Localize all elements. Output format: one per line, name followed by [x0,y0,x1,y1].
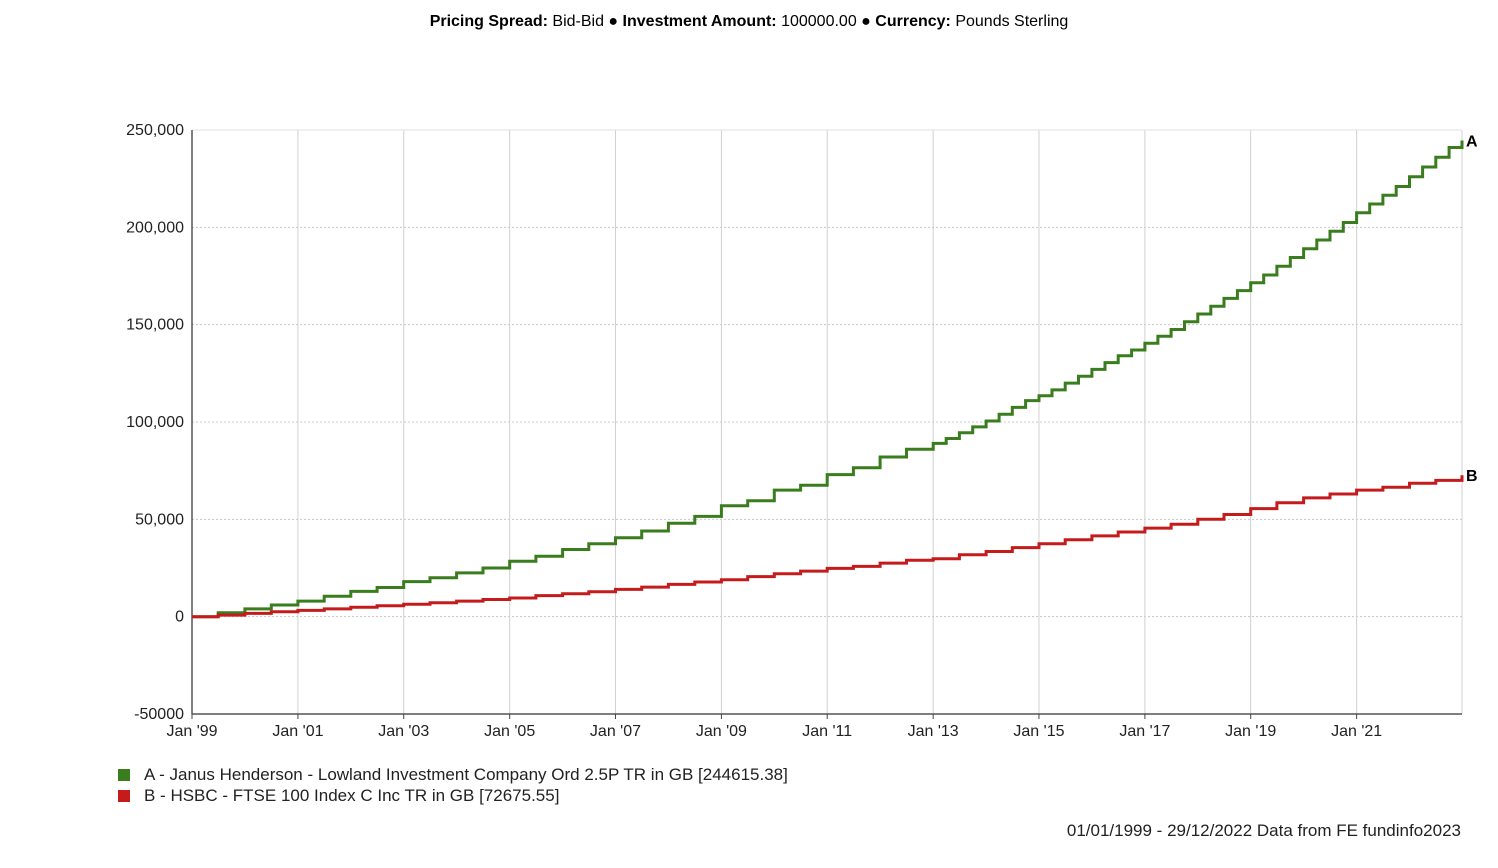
x-tick-label: Jan '17 [1119,723,1170,740]
y-tick-label: 150,000 [126,317,184,334]
x-tick-label: Jan '99 [166,723,217,740]
investment-amount-value: 100000.00 [781,13,857,30]
pricing-spread-label: Pricing Spread: [429,13,548,30]
legend-item-a: A - Janus Henderson - Lowland Investment… [118,764,788,785]
x-tick-label: Jan '11 [802,723,852,740]
series-end-label-a: A [1466,133,1478,150]
y-tick-label: 50,000 [135,511,184,528]
x-tick-label: Jan '21 [1331,723,1382,740]
grid-lines [192,129,1463,714]
header-separator: ● [608,13,619,30]
x-tick-label: Jan '03 [378,723,429,740]
x-tick-label: Jan '07 [590,723,641,740]
x-tick-label: Jan '01 [272,723,323,740]
y-tick-label: -50000 [134,706,184,723]
y-tick-label: 200,000 [126,219,184,236]
series-end-labels: AB [1466,133,1478,485]
y-tick-label: 0 [175,609,184,626]
y-tick-label: 100,000 [126,414,184,431]
x-tick-label: Jan '09 [696,723,747,740]
pricing-spread-value: Bid-Bid [552,13,604,30]
chart-legend: A - Janus Henderson - Lowland Investment… [118,764,788,806]
currency-value: Pounds Sterling [955,13,1069,30]
series-lines [192,140,1464,619]
chart-header: Pricing Spread: Bid-Bid ● Investment Amo… [0,13,1498,31]
series-line-a [192,140,1464,619]
investment-amount-label: Investment Amount: [622,13,777,30]
legend-label-b: B - HSBC - FTSE 100 Index C Inc TR in GB… [144,786,560,805]
x-tick-label: Jan '19 [1225,723,1276,740]
x-tick-label: Jan '05 [484,723,535,740]
header-separator: ● [861,13,871,30]
x-tick-label: Jan '15 [1013,723,1064,740]
legend-item-b: B - HSBC - FTSE 100 Index C Inc TR in GB… [118,785,788,806]
data-source-footer: 01/01/1999 - 29/12/2022 Data from FE fun… [1066,821,1461,840]
x-axis-ticks: Jan '99 Jan '01 Jan '03 Jan '05 Jan '07 Jan '… [166,714,1382,740]
series-end-label-b: B [1466,468,1478,485]
y-axis-ticks: 250,000 200,000 150,000 100,000 50,000 0 -5000… [126,122,184,723]
currency-label: Currency: [875,13,951,30]
legend-label-a: A - Janus Henderson - Lowland Investment… [144,765,788,784]
series-line-b [192,475,1464,619]
legend-swatch-a [118,768,130,781]
legend-swatch-b [118,789,130,802]
y-tick-label: 250,000 [126,122,184,139]
x-tick-label: Jan '13 [908,723,959,740]
